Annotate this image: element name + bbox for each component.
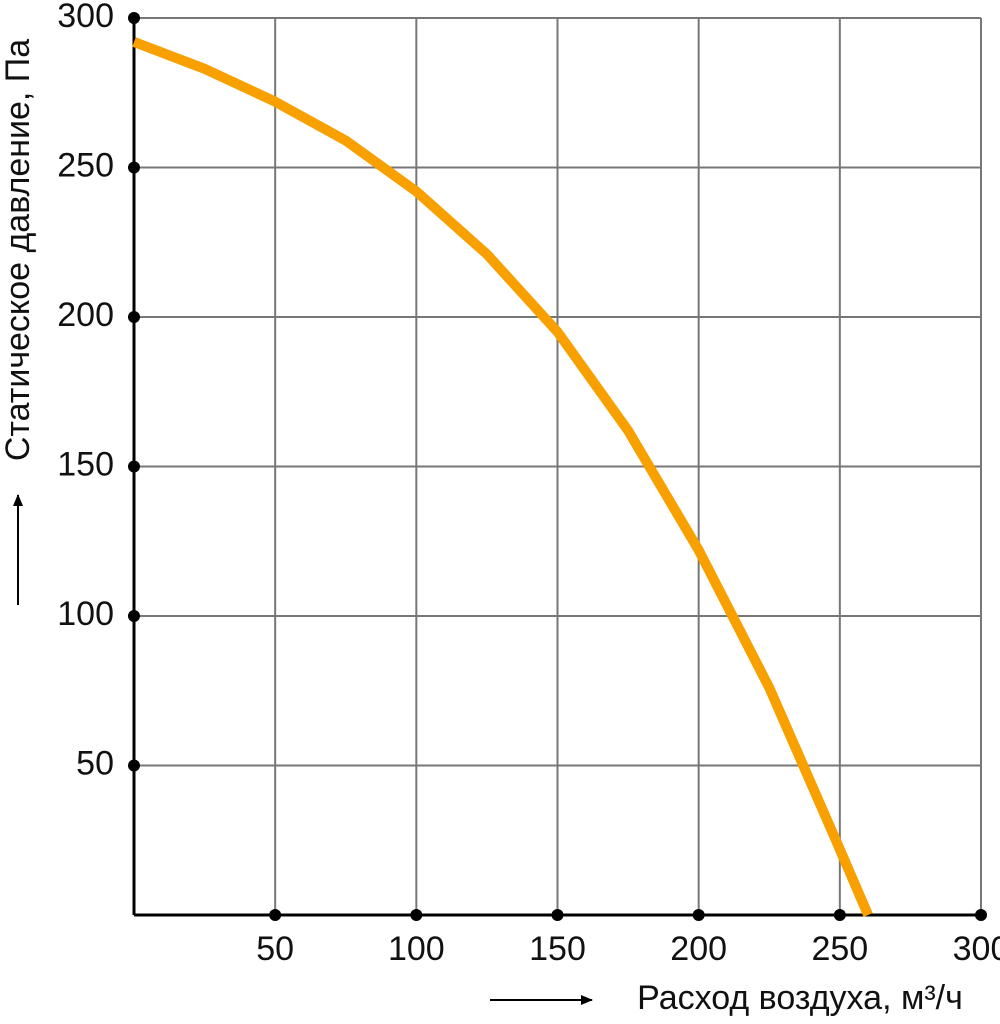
grid <box>134 17 982 915</box>
x-tick-dot <box>692 909 705 921</box>
x-axis-label: Расход воздуха, м³/ч <box>637 979 963 1017</box>
x-tick-dot <box>269 909 282 921</box>
y-tick-label: 300 <box>57 0 114 35</box>
y-tick-dot <box>128 161 140 174</box>
y-tick-label: 200 <box>57 296 114 334</box>
y-tick-dot <box>128 12 140 24</box>
y-axis-label: Статическое давление, Па <box>0 39 37 461</box>
x-tick-dot <box>551 909 564 921</box>
x-tick-label: 50 <box>256 930 294 968</box>
y-tick-dot <box>128 610 140 622</box>
y-tick-dot <box>128 460 140 473</box>
y-tick-dot <box>128 759 140 772</box>
x-tick-dot <box>975 909 987 921</box>
y-tick-dot <box>128 311 140 323</box>
x-tick-label: 200 <box>670 930 727 968</box>
y-tick-label: 100 <box>57 595 114 633</box>
y-tick-label: 150 <box>57 445 114 483</box>
line <box>132 37 873 917</box>
x-tick-label: 100 <box>388 930 445 968</box>
y-tick-label: 50 <box>76 744 114 782</box>
x-tick-dot <box>833 909 846 921</box>
x-tick-label: 150 <box>529 930 586 968</box>
x-tick-label: 250 <box>811 930 868 968</box>
x-tick-dot <box>410 909 423 921</box>
x-tick-label: 300 <box>953 930 1000 968</box>
y-tick-label: 250 <box>57 146 114 184</box>
